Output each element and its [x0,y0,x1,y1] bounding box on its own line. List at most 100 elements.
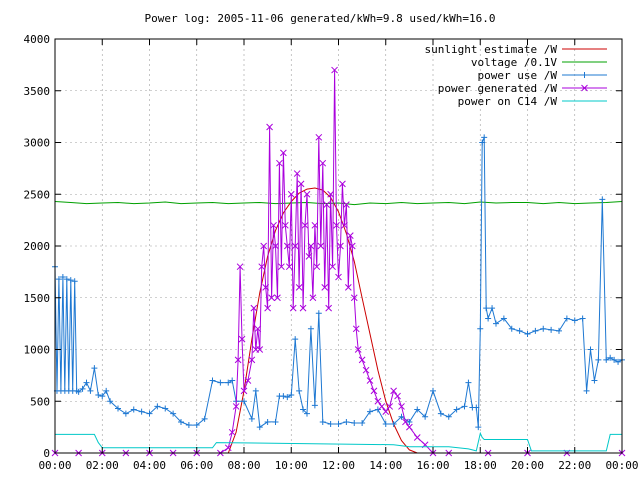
data-point [276,159,283,167]
data-point [264,304,271,312]
data-point [599,196,606,203]
data-point [390,421,397,428]
data-point [319,159,327,167]
series-3 [51,66,626,457]
data-point [297,180,305,188]
data-point [241,398,247,405]
data-point [293,170,301,177]
data-point [229,377,236,384]
data-point [317,242,325,250]
data-point [603,356,610,363]
data-point [382,421,389,428]
x-tick-label: 12:00 [322,459,355,472]
x-tick-label: 00:00 [605,459,638,472]
data-point [579,315,586,322]
data-point [300,406,307,413]
data-point [252,387,259,394]
data-point [587,346,594,353]
data-point [321,284,329,291]
data-point [95,392,102,399]
data-point [483,305,490,312]
data-point [500,315,507,322]
data-point [479,139,486,146]
data-point [477,325,484,332]
data-point [341,221,348,229]
data-point [258,263,266,271]
data-point [548,326,555,333]
data-point [595,356,602,363]
y-tick-label: 500 [30,395,50,408]
data-point [289,304,297,312]
data-point [422,413,429,420]
data-point [325,304,333,312]
data-point [217,379,224,386]
data-point [540,325,547,332]
data-point [274,294,281,302]
data-point [362,366,370,374]
y-tick-label: 3500 [24,85,51,98]
y-tick-label: 1000 [24,344,51,357]
data-point [339,180,346,188]
data-point [378,403,386,410]
x-tick-label: 10:00 [275,459,308,472]
x-tick-label: 20:00 [511,459,544,472]
data-point [256,346,264,353]
data-point [581,84,588,92]
data-point [516,327,523,334]
data-point [485,315,492,322]
legend-label: power generated /W [438,82,558,95]
data-point [319,418,326,425]
data-point [209,377,216,384]
data-point [83,379,90,386]
data-point [335,421,342,428]
series-1 [54,201,623,206]
data-point [284,394,291,401]
data-point [55,276,62,283]
data-point [268,294,275,302]
data-point [414,406,421,413]
data-point [532,327,539,334]
data-point [327,421,334,428]
data-point [254,325,262,333]
data-point [238,335,246,343]
data-point [236,263,244,271]
data-point [272,418,279,425]
data-point [370,387,378,395]
data-point [453,406,460,413]
data-point [351,419,358,426]
data-point [272,242,279,250]
data-point [481,134,488,141]
data-point [303,190,311,198]
data-point [79,385,86,392]
data-point [178,418,184,425]
x-tick-label: 02:00 [86,459,119,472]
data-point [581,72,588,78]
data-point [352,325,360,333]
data-point [309,294,317,302]
data-point [398,413,405,420]
data-point [285,263,293,271]
data-point [264,418,271,425]
data-point [348,242,356,250]
chart-title: Power log: 2005-11-06 generated/kWh=9.8 … [145,12,496,25]
data-point [266,123,273,131]
legend-label: power on C14 /W [458,95,558,108]
data-point [305,252,313,260]
data-point [327,190,334,198]
data-point [346,232,354,240]
data-point [260,242,268,250]
data-point [473,404,480,411]
data-point [311,221,319,229]
data-point [295,284,303,291]
data-point [59,274,66,281]
data-point [99,393,106,400]
data-point [556,327,562,334]
series-line [55,431,622,452]
x-tick-label: 08:00 [227,459,260,472]
legend-label: power use /W [478,69,558,82]
data-point [248,356,256,364]
data-point [382,408,390,415]
data-point [283,242,291,250]
data-point [313,263,321,271]
